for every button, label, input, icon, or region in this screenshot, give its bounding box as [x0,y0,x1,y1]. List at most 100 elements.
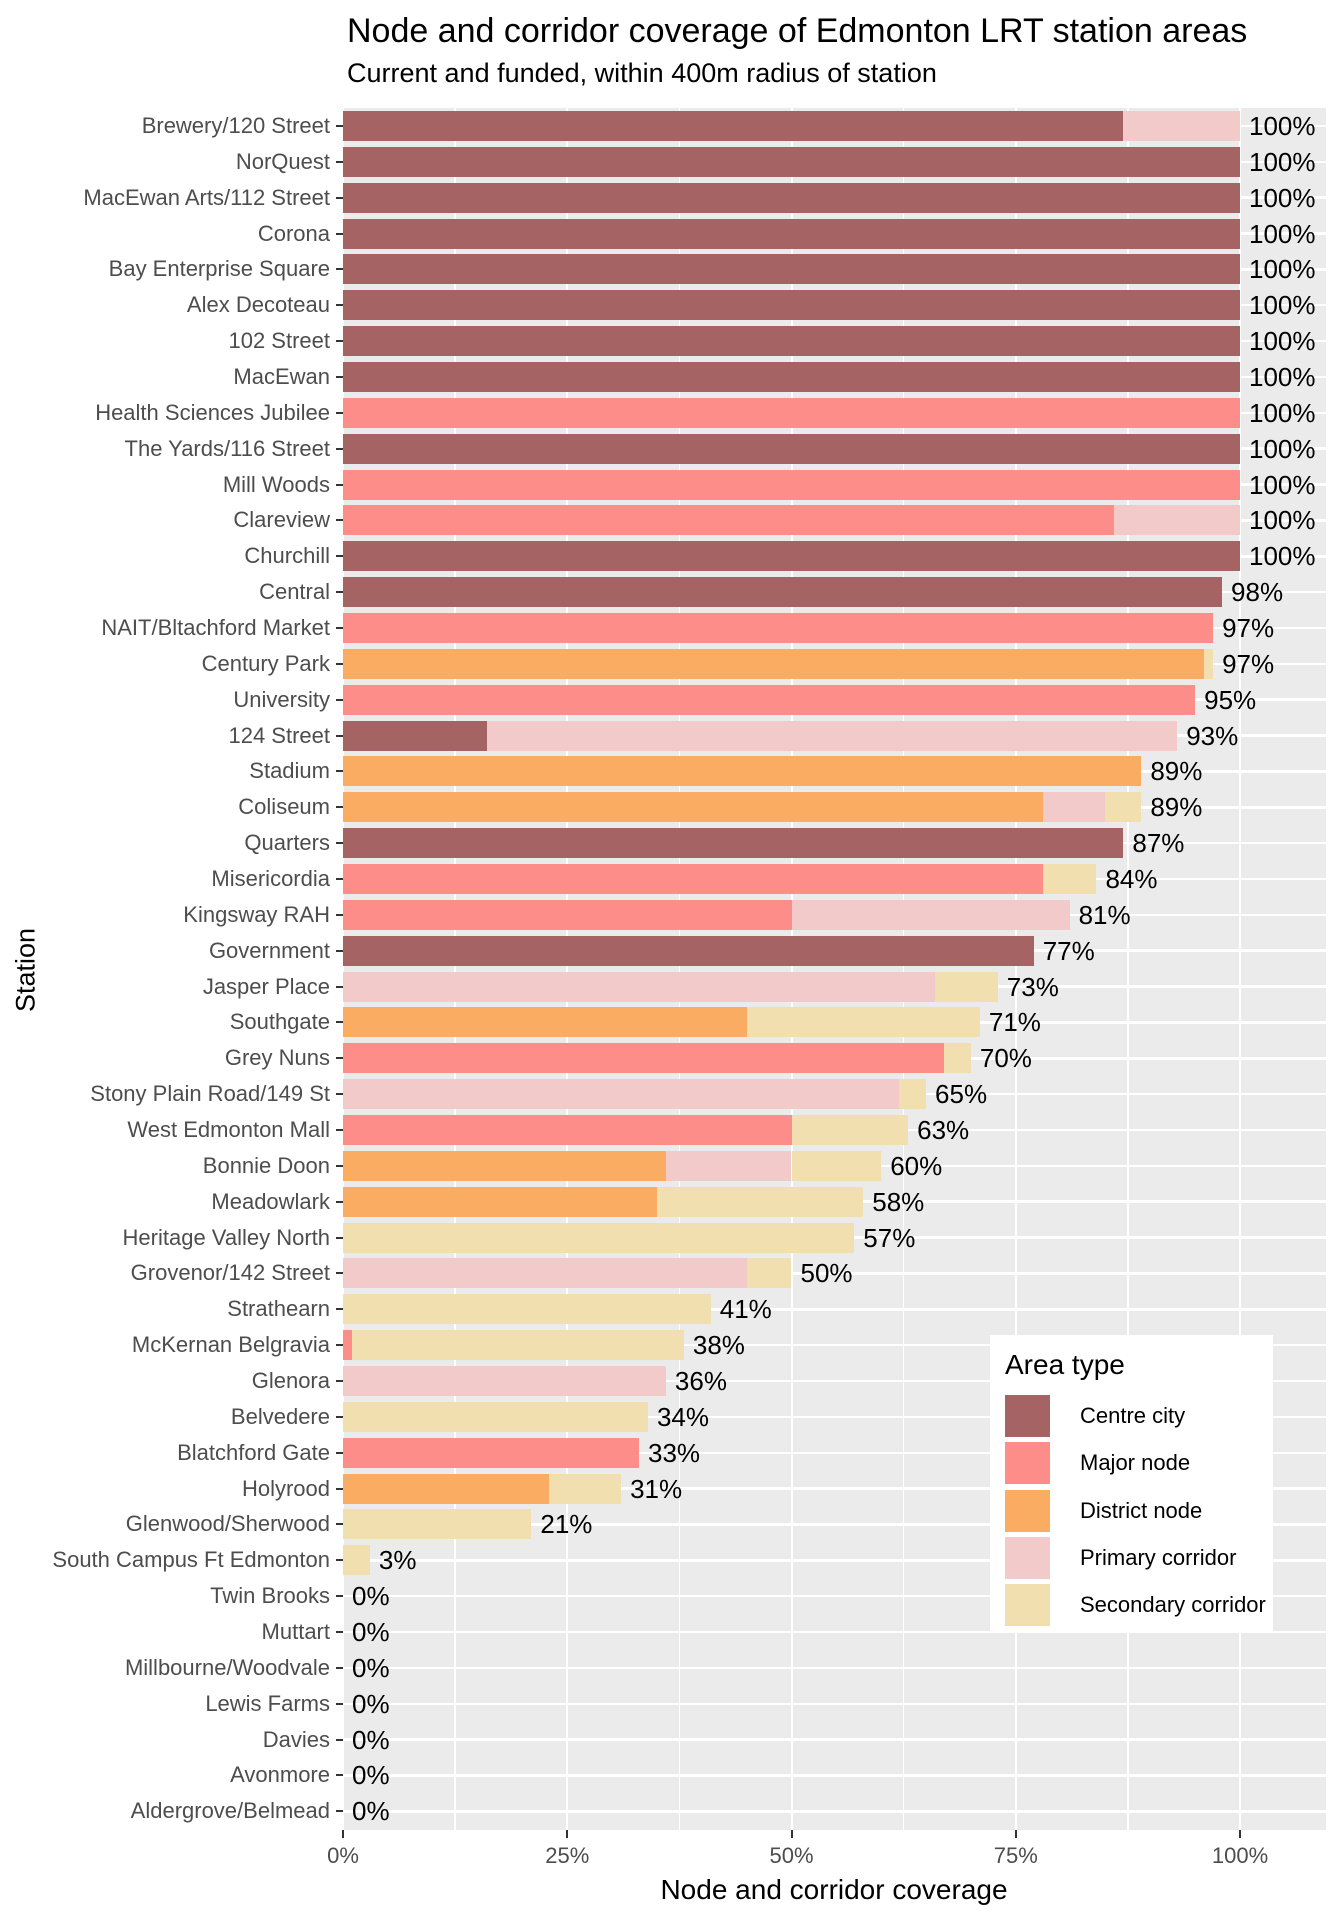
bar-row [343,684,1326,715]
value-label: 71% [988,1007,1041,1038]
bar-segment-secondary-corridor [1042,863,1097,894]
value-label: 0% [352,1617,390,1648]
bar-segment-primary-corridor [791,899,1070,930]
row-gridline [343,1379,1326,1383]
y-axis-label: Century Park [201,650,330,676]
bar-segment-primary-corridor [343,971,936,1002]
y-axis-label: Grey Nuns [224,1045,330,1071]
y-tick [336,913,343,916]
bar-row [343,469,1326,500]
y-axis-label: University [233,686,330,712]
row-gridline [343,1272,1326,1275]
value-label: 97% [1222,648,1275,679]
bar-segment-primary-corridor [343,1366,666,1397]
value-label: 50% [800,1258,853,1289]
value-label: 95% [1204,684,1257,715]
y-axis-label: Government [208,937,330,963]
legend-key-swatch [1005,1395,1050,1437]
bar-segment-major-node [343,469,1240,500]
legend-title: Area type [1005,1349,1125,1380]
value-label: 100% [1249,505,1316,536]
x-axis-title: Node and corridor coverage [660,1874,1008,1905]
y-tick [336,483,343,486]
value-label: 100% [1249,397,1316,428]
value-label: 100% [1249,361,1316,392]
bar-segment-secondary-corridor [1204,648,1214,679]
x-tick-label: 25% [545,1843,590,1868]
value-label: 100% [1249,541,1316,572]
bar-segment-major-node [343,1437,639,1468]
value-label: 100% [1249,254,1316,285]
y-axis-label: Health Sciences Jubilee [95,399,330,425]
y-axis-label: Misericordia [211,865,330,891]
y-axis-label: Davies [262,1726,330,1752]
row-gridline [343,1630,1326,1634]
y-axis-label: Belvedere [230,1403,330,1429]
bar-segment-secondary-corridor [343,1545,370,1576]
value-label: 100% [1249,110,1316,141]
y-tick [336,770,343,773]
bar-segment-centre-city [343,828,1124,859]
legend-key-swatch [1005,1536,1050,1579]
bar-segment-centre-city [343,218,1240,249]
bar-segment-district-node [343,756,1142,787]
minor-gridline [902,108,905,1830]
bar-segment-district-node [343,792,1043,823]
bar-row [343,1330,1326,1361]
bar-segment-major-node [343,899,792,930]
bar-segment-district-node [343,1007,747,1038]
bar-row [343,1653,1326,1683]
value-label: 98% [1231,577,1284,608]
bar-row [343,1294,1326,1325]
value-label: 89% [1150,756,1203,787]
y-tick [336,1487,343,1490]
bar-row [343,1043,1326,1074]
bar-segment-secondary-corridor [1105,792,1142,823]
major-gridline [343,108,344,1830]
x-tick-label: 50% [769,1843,814,1868]
bar-segment-centre-city [343,182,1240,213]
legend-entry: Major node [1005,1442,1265,1485]
y-axis-label: West Edmonton Mall [127,1117,330,1142]
y-tick [336,1129,343,1131]
y-axis-label: Millbourne/Woodvale [124,1654,330,1680]
minor-gridline [454,108,456,1830]
y-tick [336,1738,343,1741]
y-tick [336,1236,343,1239]
bar-row [343,1366,1326,1397]
legend-entry-label: Secondary corridor [1080,1592,1266,1618]
bar-segment-centre-city [343,361,1240,392]
row-gridline [343,1523,1326,1526]
bar-segment-centre-city [343,433,1240,464]
value-label: 0% [352,1581,390,1612]
value-label: 100% [1249,290,1316,321]
y-axis-label: Holyrood [241,1475,330,1501]
y-tick [336,662,343,665]
y-axis-label: Bonnie Doon [202,1152,330,1178]
value-label: 77% [1042,935,1095,966]
bar-segment-secondary-corridor [549,1473,622,1504]
legend-entry: District node [1005,1489,1265,1532]
bar-segment-district-node [343,1150,666,1181]
y-axis-label: Avonmore [230,1762,330,1788]
legend-entry: Primary corridor [1005,1536,1265,1579]
bar-row [343,182,1326,213]
row-gridline [343,1810,1326,1813]
bar-row [343,863,1326,894]
value-label: 100% [1249,326,1316,357]
bar-segment-major-node [343,505,1115,536]
y-tick [336,1451,343,1454]
bar-segment-centre-city [343,326,1240,357]
bar-row [343,433,1326,464]
y-axis-label: Jasper Place [202,973,330,999]
bar-row [343,290,1326,321]
legend-entry-label: Primary corridor [1080,1544,1237,1570]
value-label: 84% [1105,863,1158,894]
y-tick [336,806,343,809]
value-label: 100% [1249,218,1316,249]
legend-entry-label: Major node [1080,1450,1191,1476]
row-gridline [343,1774,1326,1777]
y-tick [336,555,343,558]
value-label: 0% [352,1688,390,1719]
